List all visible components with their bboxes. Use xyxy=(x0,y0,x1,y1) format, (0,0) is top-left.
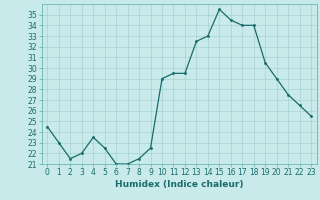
X-axis label: Humidex (Indice chaleur): Humidex (Indice chaleur) xyxy=(115,180,244,189)
